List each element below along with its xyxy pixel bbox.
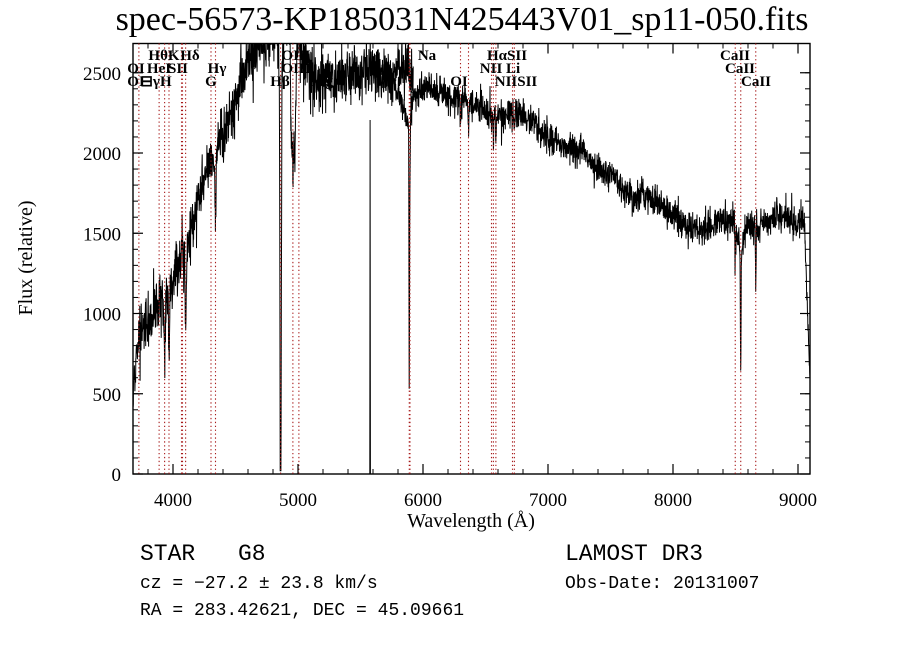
svg-text:NIISII: NIISII [495, 74, 538, 90]
svg-text:4000: 4000 [154, 490, 192, 511]
svg-text:cz = −27.2 ± 23.8 km/s: cz = −27.2 ± 23.8 km/s [140, 574, 378, 594]
svg-text:Hβ: Hβ [270, 74, 290, 90]
svg-text:RA = 283.42621, DEC = 45.0966: RA = 283.42621, DEC = 45.09661 [140, 601, 464, 621]
svg-text:G: G [205, 74, 217, 90]
svg-text:500: 500 [93, 385, 122, 406]
svg-text:2500: 2500 [83, 64, 121, 85]
svg-text:0: 0 [112, 465, 122, 486]
svg-text:5000: 5000 [279, 490, 317, 511]
svg-text:Obs-Date: 20131007: Obs-Date: 20131007 [565, 574, 759, 594]
svg-text:⊟γH: ⊟γH [140, 74, 172, 90]
svg-text:Na: Na [418, 48, 437, 64]
svg-text:7000: 7000 [529, 490, 567, 511]
svg-text:OI: OI [450, 74, 468, 90]
svg-text:STAR: STAR [140, 541, 195, 567]
svg-text:Flux (relative): Flux (relative) [15, 201, 37, 316]
svg-text:6000: 6000 [404, 490, 442, 511]
svg-text:Wavelength (Å): Wavelength (Å) [407, 510, 535, 532]
svg-text:1500: 1500 [83, 224, 121, 245]
svg-text:spec-56573-KP185031N425443V01_: spec-56573-KP185031N425443V01_sp11-050.f… [116, 1, 809, 38]
svg-text:G8: G8 [238, 541, 266, 567]
svg-text:Mg: Mg [311, 74, 333, 90]
svg-text:LAMOST DR3: LAMOST DR3 [565, 541, 703, 567]
svg-text:8000: 8000 [654, 490, 692, 511]
svg-text:1000: 1000 [83, 305, 121, 326]
svg-text:2000: 2000 [83, 144, 121, 165]
svg-text:CaII: CaII [741, 74, 771, 90]
svg-text:9000: 9000 [779, 490, 817, 511]
